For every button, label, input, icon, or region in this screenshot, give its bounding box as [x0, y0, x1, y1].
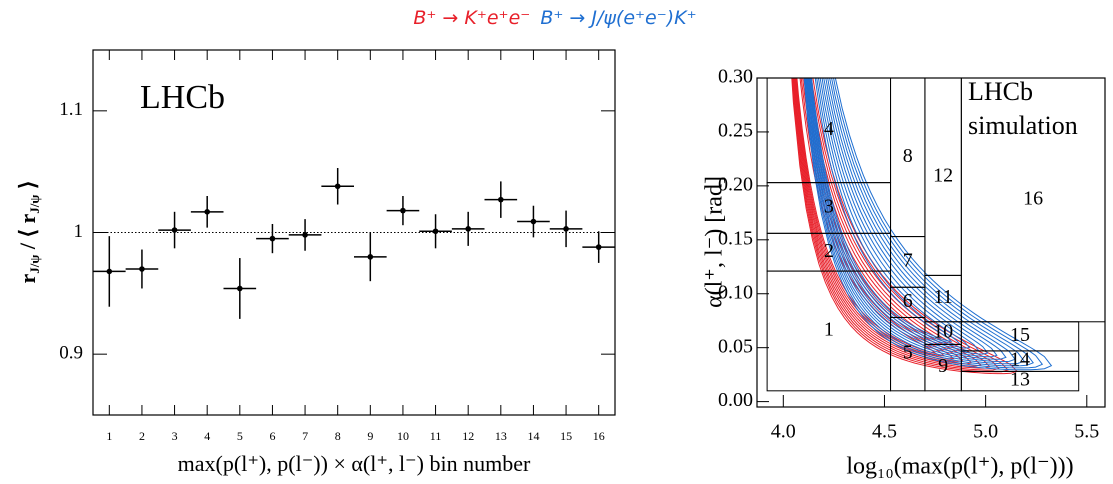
contours [791, 78, 1053, 375]
contour [796, 78, 937, 354]
data-point [563, 226, 569, 232]
contour [805, 78, 1025, 365]
data-point [269, 235, 276, 242]
y-axis-label-part: ⟩ [15, 181, 40, 195]
data-point [237, 285, 243, 292]
annotation: LHCb [968, 77, 1033, 106]
contour [793, 78, 982, 367]
y-tick-label: 0.05 [718, 335, 753, 357]
data-point [498, 196, 504, 203]
bin-label: 14 [1010, 349, 1030, 371]
data-point [139, 266, 145, 272]
y-tick-label: 0.25 [718, 120, 753, 142]
x-tick-label: 2 [139, 429, 145, 443]
annotation: LHCb [140, 79, 225, 116]
data-point [595, 244, 602, 250]
bin-label: 15 [1010, 324, 1030, 346]
x-tick-label: 6 [269, 429, 275, 443]
x-tick-label: 13 [495, 429, 507, 443]
x-tick-label: 9 [367, 429, 373, 443]
legend-entry: B⁺ → J/ψ(e⁺e⁻)K⁺ [540, 7, 696, 29]
bin-label: 8 [903, 145, 913, 167]
bin-label: 9 [938, 355, 948, 377]
data-point [204, 209, 210, 215]
x-tick-label: 8 [335, 429, 341, 443]
bin-label: 7 [903, 250, 913, 272]
x-tick-label: 7 [302, 429, 308, 443]
x-tick-label: 5 [237, 429, 243, 443]
y-tick-label: 0.20 [718, 173, 753, 195]
x-tick-label: 5.5 [1074, 421, 1099, 443]
data-point [171, 227, 178, 233]
x-axis-label: max(p(l⁺), p(l⁻)) × α(l⁺, l⁻) bin number [178, 451, 531, 476]
bin-label: 4 [824, 118, 834, 140]
legend: B⁺ → K⁺e⁺e⁻ B⁺ → J/ψ(e⁺e⁻)K⁺ [413, 7, 696, 29]
plot-frame [756, 77, 1106, 408]
contour [806, 78, 1007, 360]
y-axis-label-subscript: J/ψ [27, 195, 42, 214]
x-tick-label: 4 [204, 429, 210, 443]
bin-label: 10 [933, 321, 953, 343]
contour [792, 78, 1000, 371]
contour [804, 78, 1044, 369]
x-tick-label: 4.0 [771, 421, 796, 443]
bin-label: 11 [934, 286, 953, 308]
contour [809, 78, 971, 349]
x-tick-label: 1 [106, 429, 112, 443]
x-tick-label: 15 [560, 429, 572, 443]
y-axis-label-part: / ⟨ r [15, 213, 40, 254]
x-axis-label: log₁₀(max(p(l⁺), p(l⁻))) [846, 454, 1073, 480]
bin-label: 13 [1010, 369, 1030, 391]
y-axis-label: α(l⁺, l⁻) [rad] [702, 176, 728, 308]
contour [807, 78, 998, 358]
x-tick-label: 16 [593, 429, 605, 443]
data-point [302, 232, 308, 238]
y-tick-label: 0.00 [718, 389, 753, 411]
y-axis-label-subscript: J/ψ [27, 255, 42, 274]
bin-label: 2 [824, 240, 834, 262]
contour [808, 78, 989, 355]
contour [803, 78, 1053, 371]
annotation: simulation [968, 111, 1078, 140]
y-tick-label: 0.10 [718, 281, 753, 303]
data-point [432, 228, 439, 235]
y-tick-label: 0.30 [718, 66, 753, 88]
x-tick-label: 3 [172, 429, 178, 443]
y-tick-label: 0.9 [59, 343, 83, 364]
contour [809, 78, 980, 352]
data-point [465, 226, 471, 232]
contour [805, 78, 1034, 367]
data-point [334, 183, 341, 190]
x-tick-label: 12 [462, 429, 474, 443]
y-tick-label: 1 [74, 221, 84, 242]
y-tick-label: 0.15 [718, 227, 753, 249]
x-tick-label: 14 [527, 429, 539, 443]
data-point [367, 254, 374, 260]
bin-label: 12 [933, 164, 953, 186]
legend-entry: B⁺ → K⁺e⁺e⁻ [413, 7, 530, 29]
x-tick-label: 5.0 [973, 421, 998, 443]
x-tick-label: 11 [430, 429, 442, 443]
y-tick-label: 1.1 [59, 99, 83, 120]
bin-label: 5 [903, 342, 913, 364]
y-axis-label: rJ/ψ / ⟨ rJ/ψ ⟩ [15, 181, 42, 284]
bin-label: 1 [824, 319, 834, 341]
data-point [106, 268, 113, 275]
contour [806, 78, 1016, 363]
contour [811, 78, 953, 342]
bin-label: 3 [824, 196, 834, 218]
x-tick-label: 4.5 [872, 421, 897, 443]
bin-label: 16 [1023, 187, 1043, 209]
data-point [530, 218, 537, 225]
data-point [400, 207, 406, 214]
x-tick-label: 10 [397, 429, 409, 443]
y-axis-label-part: r [15, 273, 40, 283]
bin-label: 6 [903, 290, 913, 312]
